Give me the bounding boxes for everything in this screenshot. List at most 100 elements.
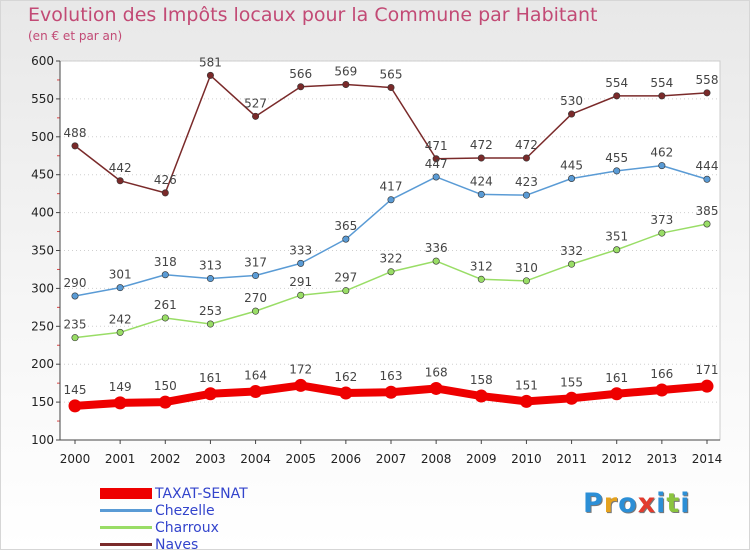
data-label: 235 [64,318,87,332]
legend-label: Charroux [155,519,219,536]
legend-label: Naves [155,536,199,553]
data-point [342,80,350,88]
x-tick-label: 2012 [601,452,632,466]
y-tick-label: 150 [31,395,54,409]
data-label: 462 [650,146,673,160]
x-tick-label: 2011 [556,452,587,466]
x-tick-label: 2009 [466,452,497,466]
data-point [294,378,308,392]
data-label: 317 [244,256,267,270]
data-point [68,399,82,413]
data-point [206,275,214,283]
data-point [297,83,305,91]
data-label: 270 [244,291,267,305]
data-label: 150 [154,379,177,393]
data-point [474,389,488,403]
data-point [252,112,260,120]
y-tick-label: 450 [31,168,54,182]
data-point [429,381,443,395]
data-label: 472 [515,138,538,152]
plot-area [59,60,721,441]
data-label: 313 [199,259,222,273]
data-point [206,71,214,79]
data-point [206,320,214,328]
data-point [477,154,485,162]
data-point [655,383,669,397]
legend-label: Chezelle [155,502,215,519]
data-label: 565 [380,68,403,82]
data-point [342,287,350,295]
data-label: 554 [605,76,628,90]
data-label: 332 [560,244,583,258]
data-point [161,271,169,279]
data-point [658,162,666,170]
data-label: 530 [560,94,583,108]
data-point [610,387,624,401]
data-point [249,384,263,398]
data-point [658,229,666,237]
data-point [522,154,530,162]
data-label: 336 [425,241,448,255]
data-label: 253 [199,304,222,318]
data-point [252,307,260,315]
x-tick-label: 2007 [376,452,407,466]
x-tick-label: 2008 [421,452,452,466]
data-label: 558 [696,73,719,87]
data-point [342,235,350,243]
data-point [700,379,714,393]
legend-label: TAXAT-SENAT [155,485,248,502]
chart-legend: TAXAT-SENAT Chezelle Charroux Naves [100,485,248,553]
data-point [116,284,124,292]
data-point [387,196,395,204]
x-tick-label: 2010 [511,452,542,466]
data-point [432,155,440,163]
x-tick-label: 2013 [647,452,678,466]
legend-item: TAXAT-SENAT [100,485,248,502]
data-label: 385 [696,204,719,218]
data-label: 424 [470,174,493,188]
legend-swatch [100,488,152,499]
y-tick-label: 500 [31,130,54,144]
data-point [432,257,440,265]
data-point [613,167,621,175]
legend-swatch [100,509,152,512]
chart-title: Evolution des Impôts locaux pour la Comm… [28,4,598,26]
data-label: 471 [425,139,448,153]
data-label: 158 [470,373,493,387]
data-point [384,385,398,399]
x-tick-label: 2004 [240,452,271,466]
data-label: 145 [64,383,87,397]
chart-subtitle: (en € et par an) [28,29,123,43]
data-point [568,174,576,182]
data-point [116,177,124,185]
data-point [703,175,711,183]
data-point [432,173,440,181]
data-label: 444 [696,159,719,173]
x-tick-label: 2014 [692,452,723,466]
data-label: 373 [650,213,673,227]
data-point [613,92,621,100]
data-point [71,334,79,342]
x-tick-label: 2001 [105,452,136,466]
data-label: 161 [605,371,628,385]
y-tick-label: 250 [31,319,54,333]
y-tick-label: 300 [31,281,54,295]
data-label: 417 [380,180,403,194]
data-label: 310 [515,261,538,275]
data-label: 472 [470,138,493,152]
y-tick-label: 400 [31,206,54,220]
data-point [297,291,305,299]
data-point [658,92,666,100]
x-tick-label: 2000 [60,452,91,466]
data-point [387,268,395,276]
data-label: 149 [109,380,132,394]
legend-item: Naves [100,536,248,553]
data-label: 164 [244,368,267,382]
y-tick-label: 600 [31,54,54,68]
legend-item: Charroux [100,519,248,536]
data-label: 554 [650,76,673,90]
data-label: 445 [560,158,583,172]
data-label: 581 [199,55,222,69]
data-label: 301 [109,268,132,282]
